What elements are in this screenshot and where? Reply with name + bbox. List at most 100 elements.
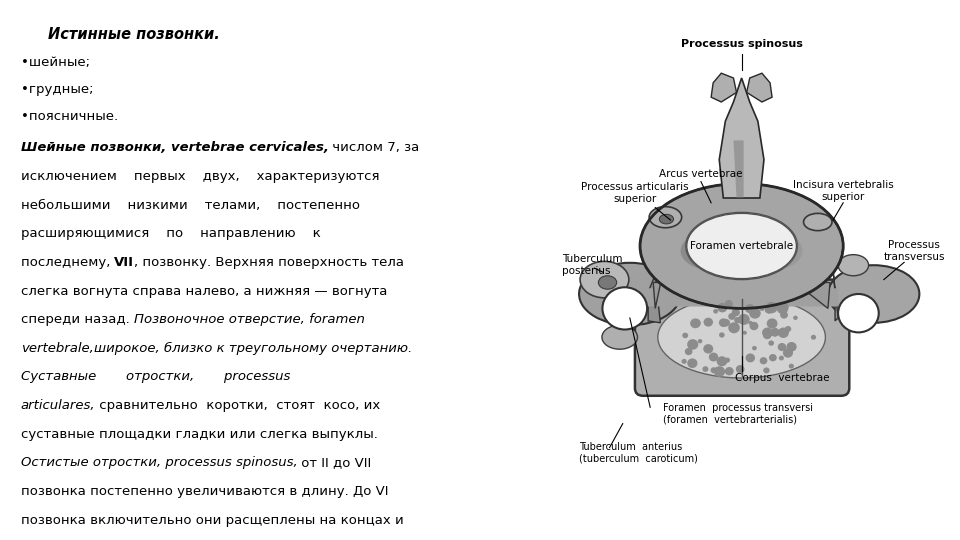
Circle shape bbox=[704, 318, 713, 327]
Circle shape bbox=[750, 322, 758, 330]
Circle shape bbox=[684, 348, 692, 355]
Ellipse shape bbox=[598, 276, 616, 289]
Circle shape bbox=[746, 354, 755, 362]
Polygon shape bbox=[798, 282, 830, 308]
Circle shape bbox=[743, 330, 747, 335]
Ellipse shape bbox=[640, 184, 843, 308]
Circle shape bbox=[710, 367, 717, 373]
Polygon shape bbox=[648, 275, 660, 323]
Circle shape bbox=[717, 303, 728, 313]
Text: Foramen vertebrale: Foramen vertebrale bbox=[690, 241, 793, 251]
Polygon shape bbox=[711, 73, 736, 102]
Text: расширяющимися    по    направлению    к: расширяющимися по направлению к bbox=[21, 227, 321, 240]
Circle shape bbox=[779, 356, 784, 361]
Text: Foramen  processus transversi
(foramen  vertebrarterialis): Foramen processus transversi (foramen ve… bbox=[663, 403, 813, 425]
Circle shape bbox=[722, 319, 730, 327]
Circle shape bbox=[745, 304, 755, 313]
Text: числом 7, за: числом 7, за bbox=[328, 141, 420, 154]
Ellipse shape bbox=[686, 213, 797, 279]
Circle shape bbox=[682, 359, 686, 364]
Text: , позвонку. Верхняя поверхность тела: , позвонку. Верхняя поверхность тела bbox=[134, 256, 404, 269]
Circle shape bbox=[811, 335, 816, 340]
Circle shape bbox=[603, 287, 647, 329]
Ellipse shape bbox=[804, 213, 832, 231]
Text: позвонка включительно они расщеплены на концах и: позвонка включительно они расщеплены на … bbox=[21, 514, 403, 526]
Circle shape bbox=[725, 300, 732, 308]
Text: Tuberculum
posterius: Tuberculum posterius bbox=[562, 254, 622, 276]
Circle shape bbox=[789, 363, 794, 369]
Text: Суставные       отростки,       processus: Суставные отростки, processus bbox=[21, 370, 290, 383]
Polygon shape bbox=[833, 270, 838, 321]
Circle shape bbox=[838, 294, 878, 333]
Circle shape bbox=[772, 330, 778, 336]
Text: Истинные позвонки.: Истинные позвонки. bbox=[48, 27, 220, 42]
Ellipse shape bbox=[681, 232, 741, 270]
Circle shape bbox=[767, 319, 778, 329]
Circle shape bbox=[725, 357, 730, 363]
Polygon shape bbox=[653, 282, 685, 308]
Text: Позвоночное отверстие, foramen: Позвоночное отверстие, foramen bbox=[133, 313, 365, 326]
Circle shape bbox=[690, 319, 701, 328]
Circle shape bbox=[735, 365, 745, 373]
Text: позвонка постепенно увеличиваются в длину. До VI: позвонка постепенно увеличиваются в длин… bbox=[21, 485, 388, 498]
Circle shape bbox=[749, 308, 760, 319]
Text: •поясничные.: •поясничные. bbox=[21, 110, 118, 123]
Circle shape bbox=[749, 321, 753, 325]
Circle shape bbox=[708, 353, 718, 361]
Text: последнему,: последнему, bbox=[21, 256, 114, 269]
Circle shape bbox=[764, 306, 773, 314]
Circle shape bbox=[714, 366, 725, 377]
Circle shape bbox=[734, 317, 741, 323]
Text: Tuberculum  anterius
(tuberculum  caroticum): Tuberculum anterius (tuberculum caroticu… bbox=[579, 442, 698, 463]
Circle shape bbox=[777, 303, 788, 314]
Text: сравнительно  коротки,  стоят  косо, их: сравнительно коротки, стоят косо, их bbox=[95, 399, 380, 412]
Text: исключением    первых    двух,    характеризуются: исключением первых двух, характеризуются bbox=[21, 170, 379, 183]
FancyBboxPatch shape bbox=[646, 288, 838, 307]
Circle shape bbox=[778, 328, 789, 338]
Circle shape bbox=[778, 343, 786, 351]
Circle shape bbox=[771, 328, 780, 336]
Circle shape bbox=[738, 314, 750, 325]
Text: vertebrale,: vertebrale, bbox=[21, 342, 93, 355]
Circle shape bbox=[719, 319, 728, 327]
Ellipse shape bbox=[685, 212, 798, 280]
Circle shape bbox=[713, 309, 718, 314]
Polygon shape bbox=[733, 140, 744, 198]
Text: спереди назад.: спереди назад. bbox=[21, 313, 133, 326]
Circle shape bbox=[719, 332, 725, 338]
Circle shape bbox=[687, 339, 698, 350]
Ellipse shape bbox=[649, 207, 682, 228]
Text: Corpus  vertebrae: Corpus vertebrae bbox=[735, 374, 829, 383]
Text: Остистые отростки, processus spinosus,: Остистые отростки, processus spinosus, bbox=[21, 456, 298, 469]
Text: VII: VII bbox=[114, 256, 134, 269]
Circle shape bbox=[766, 302, 778, 313]
Circle shape bbox=[752, 346, 756, 350]
Text: Шейные позвонки,: Шейные позвонки, bbox=[21, 141, 171, 154]
Circle shape bbox=[762, 327, 773, 338]
Circle shape bbox=[763, 367, 770, 374]
Text: Arcus vertebrae: Arcus vertebrae bbox=[660, 169, 743, 179]
Circle shape bbox=[785, 326, 791, 332]
Circle shape bbox=[698, 339, 703, 343]
Circle shape bbox=[768, 340, 774, 346]
Polygon shape bbox=[719, 78, 764, 198]
Circle shape bbox=[683, 333, 688, 338]
Circle shape bbox=[780, 303, 789, 310]
Text: слегка вогнута справа налево, а нижняя — вогнута: слегка вогнута справа налево, а нижняя —… bbox=[21, 285, 387, 298]
Circle shape bbox=[729, 322, 740, 333]
Text: широкое, близко к треугольному очертанию.: широкое, близко к треугольному очертанию… bbox=[93, 342, 412, 355]
Text: Processus
transversus: Processus transversus bbox=[883, 240, 945, 261]
Text: Processus spinosus: Processus spinosus bbox=[681, 39, 803, 49]
Circle shape bbox=[687, 359, 698, 368]
Circle shape bbox=[769, 354, 777, 361]
Circle shape bbox=[704, 344, 713, 354]
Ellipse shape bbox=[579, 263, 681, 325]
Text: небольшими    низкими    телами,    постепенно: небольшими низкими телами, постепенно bbox=[21, 199, 360, 212]
Circle shape bbox=[716, 356, 728, 366]
Circle shape bbox=[793, 316, 798, 320]
Circle shape bbox=[725, 367, 733, 375]
FancyBboxPatch shape bbox=[635, 280, 850, 396]
Ellipse shape bbox=[658, 296, 826, 378]
Circle shape bbox=[783, 348, 793, 357]
Text: articulares,: articulares, bbox=[21, 399, 95, 412]
